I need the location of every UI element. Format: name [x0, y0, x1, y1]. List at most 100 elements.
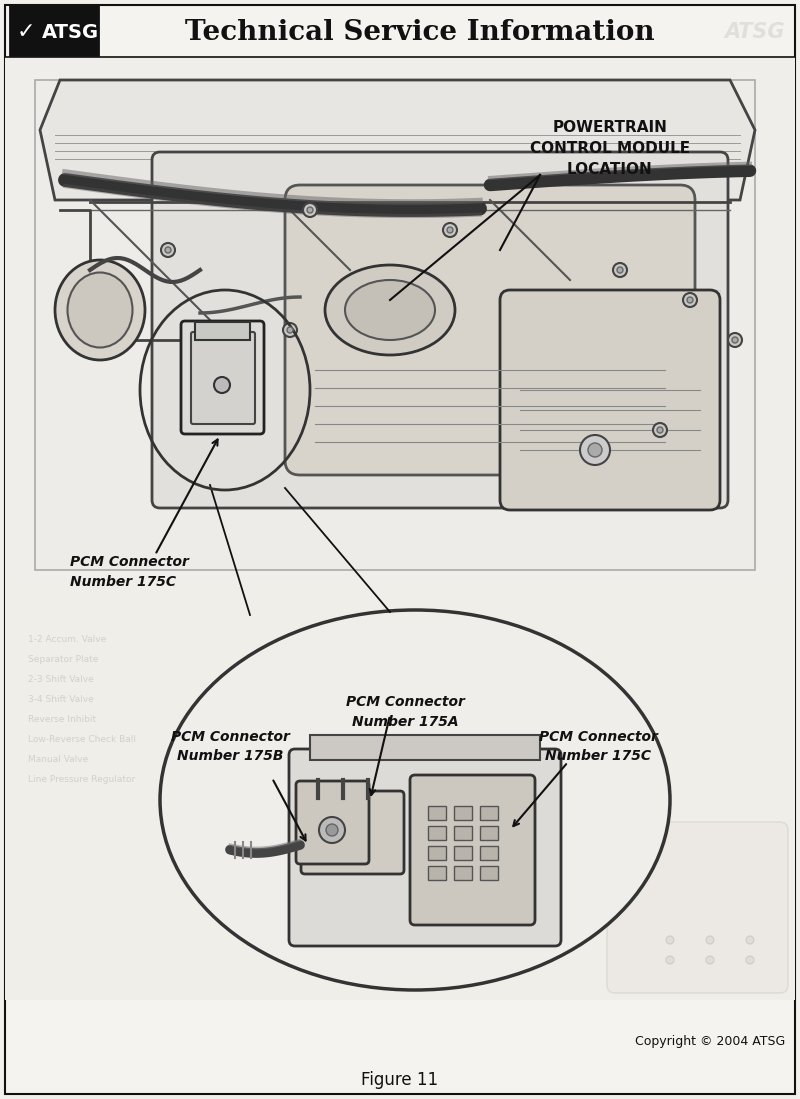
Bar [454, 826, 472, 840]
Circle shape [706, 956, 714, 964]
FancyBboxPatch shape [607, 822, 788, 993]
Bar [480, 826, 498, 840]
Text: Apply Reverse: Apply Reverse [490, 306, 555, 314]
Circle shape [746, 936, 754, 944]
Text: PCM Connector
Number 175C: PCM Connector Number 175C [70, 555, 189, 588]
Text: Reverse: Reverse [490, 445, 530, 455]
Text: Number 175C: Number 175C [600, 280, 658, 289]
Bar [454, 866, 472, 880]
Text: 3-4 Shift Valve: 3-4 Shift Valve [28, 696, 94, 704]
Text: 1-2 Accum. Valve: 1-2 Accum. Valve [28, 635, 106, 644]
Text: Figure 11: Figure 11 [362, 1072, 438, 1089]
Bar [480, 866, 498, 880]
Circle shape [683, 293, 697, 307]
Bar [5, 57, 795, 580]
Circle shape [666, 956, 674, 964]
Text: Governor Pressure: Governor Pressure [430, 715, 514, 724]
Circle shape [657, 428, 663, 433]
Circle shape [287, 328, 293, 333]
Circle shape [165, 247, 171, 253]
Circle shape [613, 263, 627, 277]
Circle shape [214, 377, 230, 393]
Text: EPC Solenoid: EPC Solenoid [430, 755, 490, 765]
Circle shape [687, 297, 693, 303]
Text: 1-2 Accum.: 1-2 Accum. [490, 425, 545, 435]
Text: ATSG: ATSG [42, 22, 99, 42]
Bar [195, 322, 250, 340]
Bar [525, 290, 720, 420]
Text: Line Pressure Regulator: Line Pressure Regulator [28, 776, 135, 785]
FancyBboxPatch shape [191, 332, 255, 424]
Circle shape [746, 956, 754, 964]
Ellipse shape [160, 610, 670, 990]
Circle shape [447, 227, 453, 233]
Ellipse shape [345, 280, 435, 340]
FancyBboxPatch shape [296, 781, 369, 864]
Text: POWERTRAIN
CONTROL MODULE
LOCATION: POWERTRAIN CONTROL MODULE LOCATION [530, 120, 690, 177]
Circle shape [307, 207, 313, 213]
Circle shape [443, 223, 457, 237]
Text: 2-3 Shift: 2-3 Shift [490, 385, 531, 395]
Text: Throttle Pressure: Throttle Pressure [430, 635, 507, 644]
Text: PCM Connector
Number 175A: PCM Connector Number 175A [346, 695, 465, 729]
Ellipse shape [55, 260, 145, 360]
Text: PCM Connector: PCM Connector [600, 266, 664, 275]
Text: Copyright © 2004 ATSG: Copyright © 2004 ATSG [634, 1035, 785, 1048]
Bar [35, 80, 755, 570]
FancyBboxPatch shape [289, 750, 561, 946]
FancyBboxPatch shape [181, 321, 264, 434]
Circle shape [728, 333, 742, 347]
Text: 3-4 Shift: 3-4 Shift [560, 476, 595, 485]
Bar [454, 806, 472, 820]
Bar [428, 866, 446, 880]
Text: Low-Reverse Check Ball: Low-Reverse Check Ball [28, 735, 136, 744]
Bar [310, 735, 540, 761]
Ellipse shape [67, 273, 133, 347]
Text: PCM Connector
Number 175B: PCM Connector Number 175B [170, 730, 290, 764]
Text: Shift Solenoid: Shift Solenoid [430, 776, 493, 785]
Text: Line Pressure: Line Pressure [430, 696, 490, 704]
Bar [454, 846, 472, 861]
Text: Low and Reverse: Low and Reverse [490, 325, 567, 334]
FancyBboxPatch shape [500, 290, 720, 510]
Circle shape [319, 817, 345, 843]
Bar [428, 846, 446, 861]
Text: PCM Connector
Number 175C: PCM Connector Number 175C [538, 730, 658, 764]
Circle shape [588, 443, 602, 457]
Text: ✓: ✓ [17, 22, 36, 42]
Text: Number 175A: Number 175A [600, 296, 658, 304]
Text: 2-3 Shift Valve: 2-3 Shift Valve [28, 676, 94, 685]
Bar [428, 826, 446, 840]
FancyBboxPatch shape [301, 791, 404, 874]
Circle shape [580, 435, 610, 465]
Circle shape [666, 936, 674, 944]
Bar [428, 806, 446, 820]
Text: Converter Clutch: Converter Clutch [490, 466, 567, 475]
Circle shape [326, 824, 338, 836]
Bar [5, 580, 795, 1000]
Text: Manual Valve: Manual Valve [28, 755, 88, 765]
Text: Overdrive: Overdrive [490, 345, 534, 355]
FancyBboxPatch shape [410, 775, 535, 925]
Polygon shape [40, 80, 755, 200]
FancyBboxPatch shape [152, 152, 728, 508]
Text: Technical Service Information: Technical Service Information [185, 19, 655, 45]
Text: 1-2 Accumulator: 1-2 Accumulator [430, 735, 505, 744]
Bar [10, 5, 98, 55]
Text: 1-2 Shift: 1-2 Shift [490, 365, 531, 375]
FancyBboxPatch shape [285, 185, 695, 475]
Bar [480, 806, 498, 820]
Circle shape [732, 337, 738, 343]
Text: Reverse Inhibit: Reverse Inhibit [28, 715, 96, 724]
Text: Separator Plate: Separator Plate [28, 655, 98, 665]
Ellipse shape [325, 265, 455, 355]
Text: Apply Drive: Apply Drive [430, 676, 482, 685]
Text: ATSG: ATSG [725, 22, 786, 42]
Circle shape [617, 267, 623, 273]
Circle shape [283, 323, 297, 337]
Circle shape [653, 423, 667, 437]
Circle shape [303, 203, 317, 217]
Circle shape [706, 936, 714, 944]
Circle shape [161, 243, 175, 257]
Text: Converter Clutch: Converter Clutch [430, 655, 507, 665]
